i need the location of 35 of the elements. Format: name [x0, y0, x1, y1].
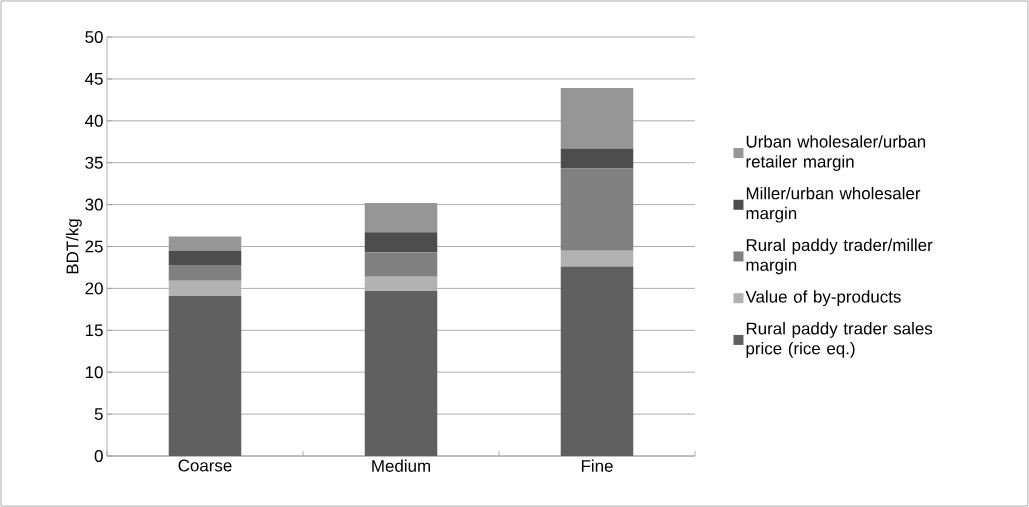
y-tick-label: 50	[85, 31, 103, 43]
legend-label: Miller/urban wholesaler margin	[746, 186, 921, 223]
y-tick-label: 25	[85, 240, 103, 253]
bar	[560, 266, 634, 456]
y-tick-label: 15	[85, 324, 103, 337]
bar	[168, 264, 242, 281]
legend-label: Rural paddy trader/miller margin	[746, 238, 933, 275]
y-tick-label: 30	[85, 198, 103, 211]
bar	[560, 148, 634, 169]
bar	[560, 250, 634, 267]
bar	[364, 252, 438, 277]
legend-label: Urban wholesaler/urban retailer margin	[746, 135, 926, 171]
x-tick-label: Coarse	[178, 459, 232, 472]
bar	[364, 232, 438, 253]
bar	[168, 236, 242, 251]
y-tick-label: 0	[94, 450, 103, 462]
x-tick-label: Fine	[581, 459, 613, 472]
y-tick-label: 5	[94, 408, 103, 421]
bar	[364, 276, 438, 291]
x-tick-label: Medium	[372, 459, 430, 472]
bar	[364, 202, 438, 233]
bar	[364, 290, 438, 456]
bar	[560, 168, 634, 251]
y-tick-label: 40	[85, 114, 103, 127]
bar	[560, 88, 634, 149]
y-tick-label: 35	[85, 156, 103, 169]
legend-label: Value of by-products	[745, 290, 901, 307]
legend-label: Rural paddy trader sales price (rice eq.)	[746, 322, 933, 358]
y-tick-label: 10	[85, 366, 103, 379]
bar	[168, 280, 242, 296]
bar	[168, 295, 242, 456]
y-tick-label: 20	[85, 282, 103, 295]
y-tick-label: 45	[85, 72, 103, 85]
bar	[168, 250, 242, 265]
y-axis-title: BDT/kg	[66, 219, 82, 274]
